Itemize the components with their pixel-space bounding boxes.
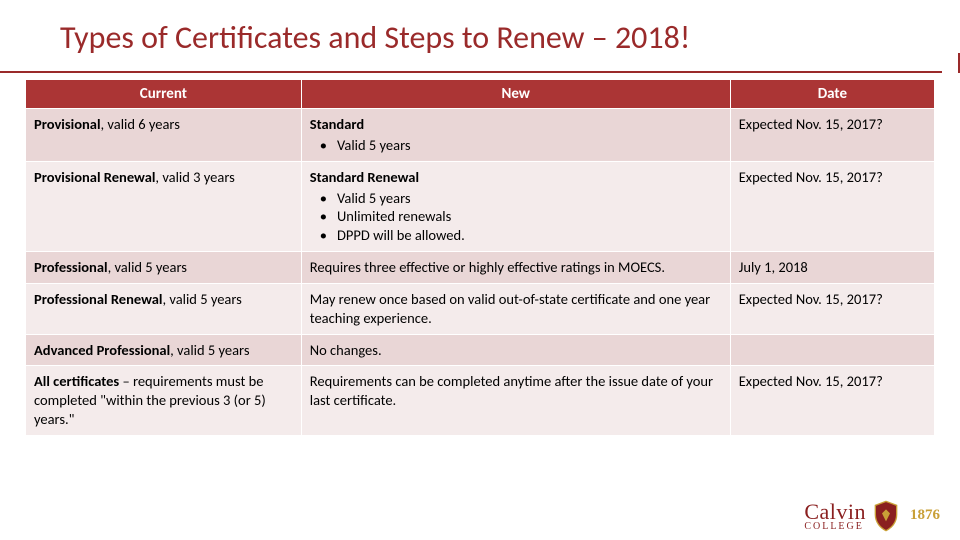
col-header-current: Current: [26, 80, 302, 109]
cell-current: All certificates – requirements must be …: [26, 366, 302, 436]
shield-icon: [872, 500, 900, 532]
cell-current: Advanced Professional, valid 5 years: [26, 334, 302, 366]
brand-subtitle: COLLEGE: [804, 521, 864, 532]
footer-brand: Calvin COLLEGE 1876: [804, 499, 940, 532]
cell-current: Professional Renewal, valid 5 years: [26, 283, 302, 334]
bullet-item: Valid 5 years: [316, 189, 722, 208]
brand-year: 1876: [910, 507, 940, 524]
bullet-list: Valid 5 years: [310, 136, 722, 155]
table-header-row: Current New Date: [26, 80, 935, 109]
table-row: Advanced Professional, valid 5 years No …: [26, 334, 935, 366]
cert-validity: , valid 6 years: [101, 115, 180, 133]
table-row: All certificates – requirements must be …: [26, 366, 935, 436]
cert-name: Provisional: [34, 115, 101, 133]
cert-name: Professional Renewal: [34, 290, 162, 308]
cell-date: Expected Nov. 15, 2017?: [730, 283, 934, 334]
bullet-item: DPPD will be allowed.: [316, 226, 722, 245]
cert-validity: , valid 5 years: [170, 341, 249, 359]
new-cert-name: Standard: [310, 115, 364, 133]
cell-new: Standard Renewal Valid 5 years Unlimited…: [301, 161, 730, 251]
brand-text-block: Calvin COLLEGE: [804, 499, 866, 532]
cert-name: All certificates: [34, 372, 119, 390]
bullet-item: Valid 5 years: [316, 136, 722, 155]
bullet-item: Unlimited renewals: [316, 207, 722, 226]
cert-name: Provisional Renewal: [34, 168, 155, 186]
table-row: Provisional, valid 6 years Standard Vali…: [26, 109, 935, 162]
cell-new: Requirements can be completed anytime af…: [301, 366, 730, 436]
cell-current: Professional, valid 5 years: [26, 252, 302, 284]
cell-date: Expected Nov. 15, 2017?: [730, 109, 934, 162]
cert-validity: , valid 3 years: [155, 168, 234, 186]
cell-new: May renew once based on valid out-of-sta…: [301, 283, 730, 334]
cell-date: Expected Nov. 15, 2017?: [730, 161, 934, 251]
slide-title: Types of Certificates and Steps to Renew…: [0, 0, 942, 73]
cell-date: [730, 334, 934, 366]
certificates-table-container: Current New Date Provisional, valid 6 ye…: [0, 79, 960, 436]
table-row: Professional, valid 5 years Requires thr…: [26, 252, 935, 284]
cell-new: Standard Valid 5 years: [301, 109, 730, 162]
table-row: Professional Renewal, valid 5 years May …: [26, 283, 935, 334]
col-header-new: New: [301, 80, 730, 109]
bullet-list: Valid 5 years Unlimited renewals DPPD wi…: [310, 189, 722, 246]
cert-validity: , valid 5 years: [162, 290, 241, 308]
cert-validity: , valid 5 years: [108, 258, 187, 276]
cell-date: Expected Nov. 15, 2017?: [730, 366, 934, 436]
certificates-table: Current New Date Provisional, valid 6 ye…: [25, 79, 935, 436]
cell-new: Requires three effective or highly effec…: [301, 252, 730, 284]
new-cert-name: Standard Renewal: [310, 168, 419, 186]
cell-current: Provisional, valid 6 years: [26, 109, 302, 162]
cert-name: Professional: [34, 258, 108, 276]
table-row: Provisional Renewal, valid 3 years Stand…: [26, 161, 935, 251]
cell-date: July 1, 2018: [730, 252, 934, 284]
col-header-date: Date: [730, 80, 934, 109]
cell-current: Provisional Renewal, valid 3 years: [26, 161, 302, 251]
cert-name: Advanced Professional: [34, 341, 170, 359]
cell-new: No changes.: [301, 334, 730, 366]
